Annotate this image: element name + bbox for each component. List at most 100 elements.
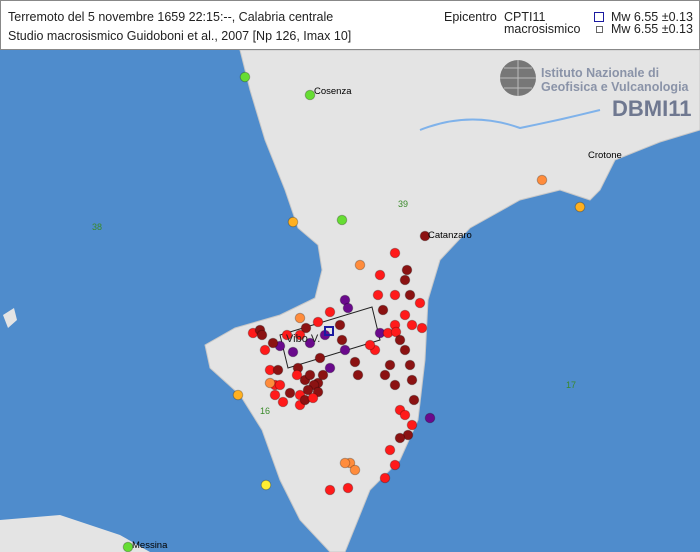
macro-epicenter-icon: [596, 26, 603, 33]
intensity-point[interactable]: [342, 302, 354, 314]
place-messina[interactable]: Messina: [132, 540, 168, 551]
place-cosenza[interactable]: Cosenza: [314, 86, 352, 97]
intensity-point[interactable]: [269, 389, 281, 401]
intensity-point[interactable]: [232, 389, 244, 401]
place-crotone[interactable]: Crotone: [588, 150, 622, 161]
intensity-point[interactable]: [302, 384, 314, 396]
intensity-point[interactable]: [304, 337, 316, 349]
earthquake-title: Terremoto del 5 novembre 1659 22:15:--, …: [8, 10, 334, 24]
intensity-point[interactable]: [364, 339, 376, 351]
grid-label-16: 16: [260, 406, 271, 416]
intensity-point[interactable]: [399, 309, 411, 321]
intensity-point[interactable]: [394, 334, 406, 346]
database-name: DBMI11: [612, 96, 692, 121]
intensity-point[interactable]: [372, 289, 384, 301]
intensity-point[interactable]: [406, 419, 418, 431]
intensity-point[interactable]: [379, 369, 391, 381]
place-catanzaro[interactable]: Catanzaro: [428, 230, 472, 241]
intensity-point[interactable]: [389, 247, 401, 259]
intensity-point[interactable]: [342, 482, 354, 494]
intensity-point[interactable]: [419, 230, 431, 242]
intensity-point[interactable]: [260, 479, 272, 491]
intensity-point[interactable]: [239, 71, 251, 83]
intensity-point[interactable]: [536, 174, 548, 186]
intensity-point[interactable]: [312, 316, 324, 328]
intensity-point[interactable]: [336, 214, 348, 226]
header: Terremoto del 5 novembre 1659 22:15:--, …: [0, 0, 700, 50]
intensity-point[interactable]: [256, 329, 268, 341]
intensity-point[interactable]: [287, 346, 299, 358]
intensity-point[interactable]: [379, 472, 391, 484]
ingv-logo: Istituto Nazionale di Geofisica e Vulcano…: [541, 66, 689, 94]
intensity-point[interactable]: [339, 457, 351, 469]
island: [3, 308, 17, 328]
cpti-magnitude: Mw 6.55 ±0.13: [611, 10, 693, 24]
intensity-point[interactable]: [287, 216, 299, 228]
land-calabria: [204, 50, 700, 552]
intensity-point[interactable]: [424, 412, 436, 424]
globe-logo-icon: [500, 60, 536, 96]
intensity-point[interactable]: [277, 396, 289, 408]
intensity-point[interactable]: [324, 484, 336, 496]
intensity-point[interactable]: [384, 444, 396, 456]
intensity-point[interactable]: [574, 201, 586, 213]
intensity-point[interactable]: [406, 374, 418, 386]
intensity-point[interactable]: [259, 344, 271, 356]
intensity-point[interactable]: [408, 394, 420, 406]
macro-magnitude: Mw 6.55 ±0.13: [611, 22, 693, 36]
intensity-point[interactable]: [304, 89, 316, 101]
intensity-point[interactable]: [377, 304, 389, 316]
intensity-point[interactable]: [406, 319, 418, 331]
intensity-point[interactable]: [294, 312, 306, 324]
place-vibo[interactable]: Vibo V.: [286, 333, 321, 345]
intensity-point[interactable]: [300, 322, 312, 334]
intensity-point[interactable]: [284, 387, 296, 399]
intensity-point[interactable]: [336, 334, 348, 346]
intensity-point[interactable]: [324, 362, 336, 374]
land-sicily: [0, 515, 150, 552]
intensity-point[interactable]: [324, 306, 336, 318]
intensity-point[interactable]: [389, 459, 401, 471]
intensity-point[interactable]: [354, 259, 366, 271]
intensity-point[interactable]: [304, 369, 316, 381]
intensity-point[interactable]: [334, 319, 346, 331]
cpti-epicenter-marker[interactable]: [324, 326, 334, 336]
intensity-point[interactable]: [401, 264, 413, 276]
intensity-point[interactable]: [404, 289, 416, 301]
intensity-point[interactable]: [399, 344, 411, 356]
intensity-point[interactable]: [291, 369, 303, 381]
intensity-point[interactable]: [352, 369, 364, 381]
intensity-point[interactable]: [404, 359, 416, 371]
intensity-point[interactable]: [374, 269, 386, 281]
intensity-point[interactable]: [274, 379, 286, 391]
intensity-point[interactable]: [399, 409, 411, 421]
intensity-point[interactable]: [317, 369, 329, 381]
intensity-point[interactable]: [349, 464, 361, 476]
intensity-point[interactable]: [272, 364, 284, 376]
intensity-point[interactable]: [399, 274, 411, 286]
intensity-point[interactable]: [414, 297, 426, 309]
cpti-label: CPTI11: [504, 10, 546, 24]
intensity-point[interactable]: [390, 326, 402, 338]
intensity-point[interactable]: [384, 359, 396, 371]
river: [419, 109, 601, 131]
macro-label: macrosismico: [504, 22, 581, 36]
intensity-point[interactable]: [264, 377, 276, 389]
grid-label-39: 39: [398, 199, 409, 209]
intensity-point[interactable]: [281, 329, 293, 341]
grid-label-38: 38: [92, 222, 103, 232]
grid-label-17: 17: [566, 380, 577, 390]
intensity-point[interactable]: [314, 352, 326, 364]
intensity-point[interactable]: [416, 322, 428, 334]
intensity-point[interactable]: [389, 289, 401, 301]
epicentro-label: Epicentro: [444, 10, 497, 24]
intensity-map[interactable]: [0, 50, 700, 552]
intensity-point[interactable]: [307, 392, 319, 404]
intensity-point[interactable]: [339, 344, 351, 356]
intensity-point[interactable]: [267, 337, 279, 349]
intensity-point[interactable]: [389, 379, 401, 391]
intensity-point[interactable]: [394, 432, 406, 444]
intensity-point[interactable]: [349, 356, 361, 368]
intensity-point[interactable]: [294, 329, 306, 341]
